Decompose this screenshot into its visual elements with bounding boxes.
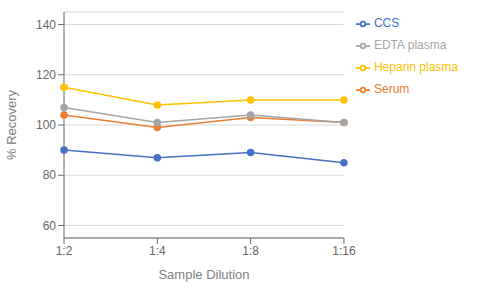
- svg-text:1:4: 1:4: [149, 244, 166, 258]
- html-text:CCS: CCS: [374, 16, 400, 30]
- svg-text:1:16: 1:16: [332, 244, 356, 258]
- svg-text:Sample Dilution: Sample Dilution: [158, 267, 249, 282]
- html-text:Serum: Serum: [374, 82, 410, 96]
- html-text:Heparin plasma: Heparin plasma: [374, 60, 458, 74]
- svg-text:80: 80: [43, 168, 57, 182]
- svg-text:1:2: 1:2: [56, 244, 73, 258]
- svg-text:1:8: 1:8: [242, 244, 259, 258]
- svg-text:% Recovery: % Recovery: [8, 89, 19, 160]
- svg-text:120: 120: [36, 68, 56, 82]
- svg-text:60: 60: [43, 219, 57, 233]
- svg-text:140: 140: [36, 18, 56, 32]
- svg-text:100: 100: [36, 118, 56, 132]
- html-text:EDTA plasma: EDTA plasma: [374, 38, 447, 52]
